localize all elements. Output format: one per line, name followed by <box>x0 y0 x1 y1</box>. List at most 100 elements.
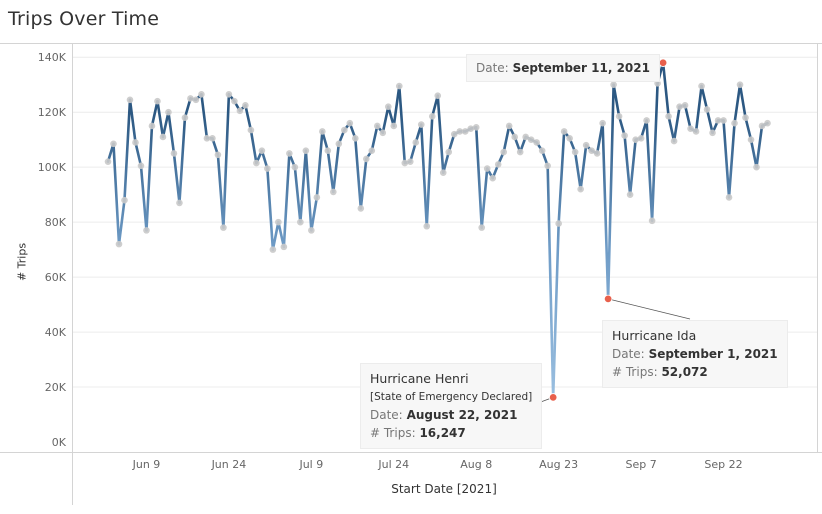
data-point <box>115 240 123 248</box>
series-line-segment <box>370 124 379 152</box>
series-line-segment <box>359 157 368 210</box>
highlight-data-point <box>548 393 558 402</box>
data-point <box>335 140 343 148</box>
series-line-segment <box>222 93 231 229</box>
data-point <box>373 122 381 130</box>
data-point <box>297 218 304 226</box>
tooltip-ida-date-label: Date: <box>612 347 645 361</box>
series-line-segment <box>397 84 407 165</box>
tooltip-henri-date-label: Date: <box>370 408 403 422</box>
x-axis-border <box>0 452 822 453</box>
data-point <box>242 102 249 109</box>
data-point <box>670 137 678 145</box>
series-line-segment <box>645 119 654 223</box>
data-point <box>291 163 299 171</box>
series-line-segment <box>128 98 137 144</box>
data-point <box>313 194 321 201</box>
data-point <box>511 133 518 141</box>
data-point <box>456 128 464 135</box>
data-point <box>384 103 392 111</box>
data-point <box>621 132 628 139</box>
data-point <box>275 218 282 226</box>
y-tick-label: 20K <box>45 381 67 394</box>
data-point <box>626 191 634 198</box>
data-point <box>687 125 694 132</box>
data-point <box>577 185 584 193</box>
tooltip-ida-trips-value: 52,072 <box>661 365 708 379</box>
y-axis-border <box>72 43 73 505</box>
series-line-segment <box>117 198 126 246</box>
data-point <box>643 117 650 124</box>
x-tick-label: Aug 8 <box>460 458 492 471</box>
series-line-segment <box>727 121 736 199</box>
data-point <box>445 148 453 156</box>
series-line-segment <box>408 141 418 163</box>
series-line-segment <box>738 83 747 120</box>
series-line-segment <box>112 142 121 246</box>
data-point <box>731 119 738 127</box>
series-line-segment <box>441 150 451 174</box>
data-point <box>560 128 568 135</box>
data-point <box>253 159 260 167</box>
data-point <box>714 117 722 124</box>
data-point <box>610 81 617 89</box>
x-tick-label: Aug 23 <box>539 458 578 471</box>
y-tick-label: 100K <box>38 161 67 174</box>
data-point <box>214 151 222 159</box>
series-line-segment <box>167 110 176 155</box>
data-point <box>192 96 200 104</box>
data-point <box>450 130 458 138</box>
data-point <box>181 114 189 122</box>
data-point <box>280 243 288 251</box>
series-line-segment <box>299 149 308 224</box>
data-point <box>159 133 167 141</box>
series-line-segment <box>178 116 187 205</box>
data-point <box>593 150 601 157</box>
y-tick-label: 80K <box>45 216 67 229</box>
x-tick-label: Jul 24 <box>377 458 409 471</box>
data-point <box>632 136 639 143</box>
series-line-segment <box>354 137 363 210</box>
series-line-segment <box>722 119 731 199</box>
data-point <box>758 122 766 130</box>
series-line-segment <box>216 153 225 229</box>
series-line-segment <box>304 149 313 232</box>
series-line-segment <box>249 128 258 165</box>
data-point <box>472 124 480 131</box>
series-line-segment <box>749 138 758 169</box>
x-tick-label: Jul 9 <box>298 458 323 471</box>
data-point <box>346 119 354 127</box>
data-point <box>516 148 524 156</box>
data-point <box>352 135 359 142</box>
data-point <box>720 117 727 124</box>
series-line-segment <box>744 116 753 141</box>
data-point <box>176 199 183 207</box>
data-point <box>588 147 595 154</box>
tooltip-henri-subtitle: [State of Emergency Declared] <box>370 391 533 403</box>
series-line-segment <box>123 98 132 202</box>
series-line-segment <box>134 141 143 168</box>
series-line-segment <box>667 115 676 143</box>
y-tick-label: 40K <box>45 326 67 339</box>
data-point <box>104 158 112 165</box>
data-point <box>434 92 442 100</box>
data-point <box>544 162 551 170</box>
x-axis-label: Start Date [2021] <box>391 482 497 496</box>
data-point <box>187 95 194 102</box>
data-point <box>428 113 436 120</box>
tooltip-hurricane-ida: Hurricane Ida Date: September 1, 2021 # … <box>602 320 788 388</box>
data-point <box>170 150 178 157</box>
data-point <box>483 165 491 172</box>
series-line-segment <box>579 143 588 191</box>
frame-top-border <box>0 43 822 44</box>
data-point <box>665 113 672 120</box>
data-point <box>137 162 145 170</box>
data-point <box>395 82 403 90</box>
series-line-segment <box>502 124 511 154</box>
series-line-segment <box>156 99 165 139</box>
tooltip-henri-trips-value: 16,247 <box>419 426 466 440</box>
series-line-segment <box>293 165 302 224</box>
series-line-segment <box>381 105 390 135</box>
series-line-segment <box>310 196 319 232</box>
data-point <box>269 246 277 253</box>
